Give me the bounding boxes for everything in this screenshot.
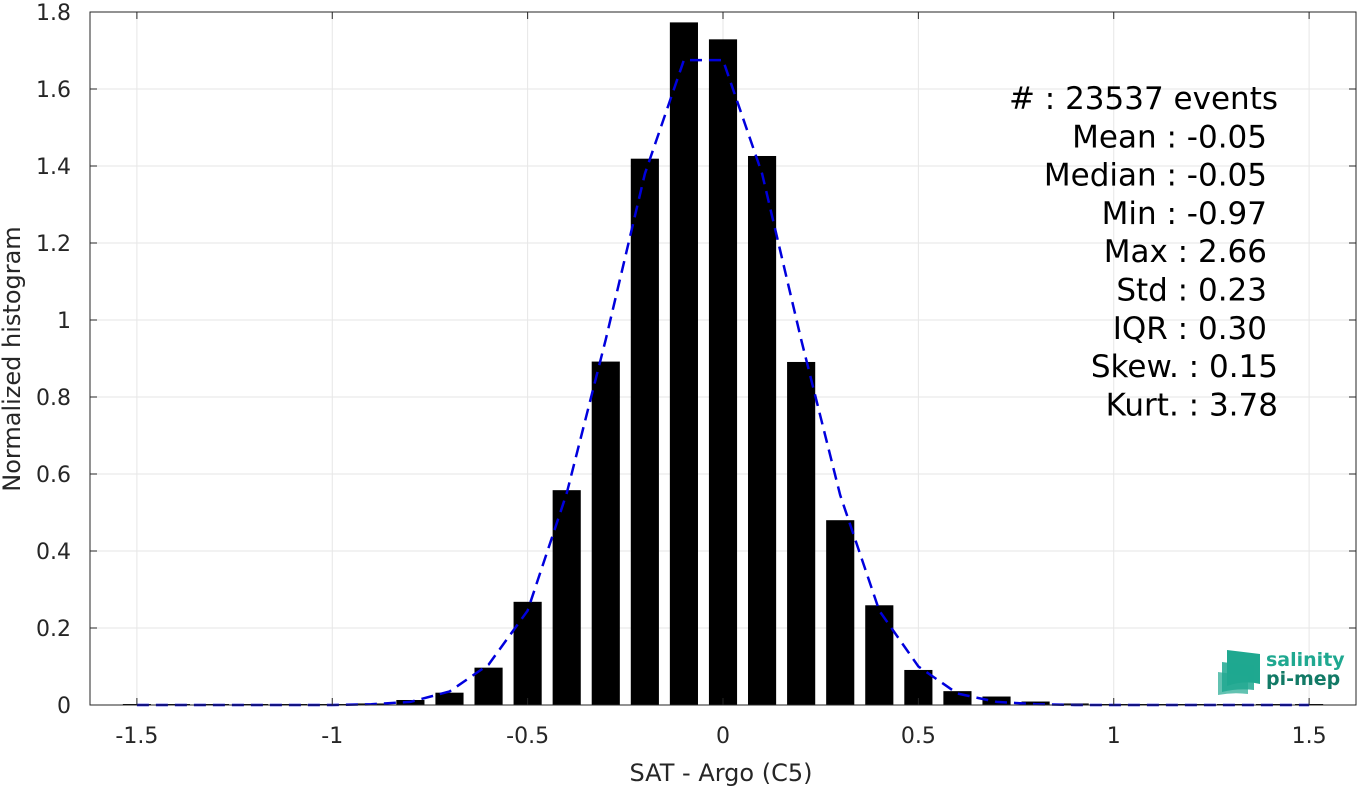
stat-line: Mean : -0.05 xyxy=(1072,119,1267,155)
salinity-pi-mep-logo: salinity pi-mep xyxy=(1218,649,1345,695)
y-tick-label: 0 xyxy=(57,694,71,719)
x-tick-label: -0.5 xyxy=(506,724,549,749)
x-axis-ticks: -1.5 -1 -0.5 0 0.5 1 1.5 xyxy=(115,12,1327,749)
y-tick-label: 0.2 xyxy=(36,617,71,642)
x-tick-label: -1.5 xyxy=(115,724,158,749)
stat-line: Min : -0.97 xyxy=(1102,196,1267,232)
logo-text-pi-mep: pi-mep xyxy=(1266,668,1340,690)
x-tick-label: -1 xyxy=(321,724,343,749)
stat-line: IQR : 0.30 xyxy=(1113,311,1267,347)
y-tick-label: 1.2 xyxy=(36,232,71,257)
histogram-bar xyxy=(630,158,659,705)
logo-text-salinity: salinity xyxy=(1266,649,1345,671)
y-tick-label: 0.4 xyxy=(36,540,71,565)
x-axis-label: SAT - Argo (C5) xyxy=(630,759,813,787)
histogram-bar xyxy=(708,39,738,705)
y-tick-label: 1.8 xyxy=(36,1,71,26)
histogram-bar xyxy=(513,601,542,705)
y-tick-label: 0.8 xyxy=(36,386,71,411)
x-tick-label: 1.5 xyxy=(1292,724,1327,749)
histogram-bar xyxy=(435,692,464,705)
y-axis-ticks: 0 0.2 0.4 0.6 0.8 1 1.2 1.4 1.6 1.8 xyxy=(36,1,1356,719)
stat-line: Std : 0.23 xyxy=(1116,273,1267,309)
stat-line: Skew. : 0.15 xyxy=(1091,349,1278,385)
histogram-bar xyxy=(748,155,777,706)
histogram-bar xyxy=(787,361,816,705)
y-axis-label: Normalized histogram xyxy=(0,226,26,491)
histogram-bar xyxy=(826,520,855,705)
x-tick-label: 1 xyxy=(1107,724,1121,749)
stat-line: # : 23537 events xyxy=(1009,81,1278,117)
x-tick-label: 0.5 xyxy=(901,724,936,749)
y-tick-label: 1.4 xyxy=(36,155,71,180)
stat-line: Kurt. : 3.78 xyxy=(1106,387,1278,423)
histogram-bar xyxy=(591,361,620,705)
histogram-bar xyxy=(474,667,503,705)
bars xyxy=(122,22,1324,706)
histogram-bar xyxy=(865,605,894,705)
histogram-bar xyxy=(552,490,581,705)
y-tick-label: 1 xyxy=(57,309,71,334)
histogram-bar xyxy=(669,22,698,705)
histogram-bar xyxy=(943,691,972,705)
x-tick-label: 0 xyxy=(716,724,730,749)
stat-line: Median : -0.05 xyxy=(1044,158,1267,194)
stat-line: Max : 2.66 xyxy=(1104,234,1267,270)
wave-logo-icon xyxy=(1218,650,1260,695)
y-tick-label: 0.6 xyxy=(36,463,71,488)
y-tick-label: 1.6 xyxy=(36,78,71,103)
